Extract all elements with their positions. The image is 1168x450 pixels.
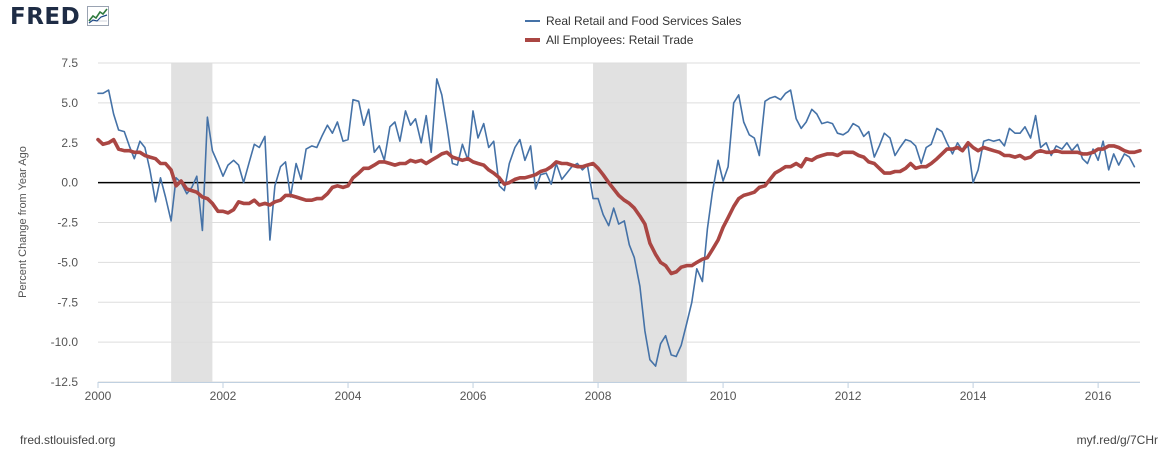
fred-logo-text: FRED [10,4,81,30]
short-url-link[interactable]: myf.red/g/7CHr [1076,433,1158,447]
line-chart-icon [86,6,109,26]
legend-item-employees[interactable]: All Employees: Retail Trade [525,30,741,49]
x-tick-label: 2012 [835,389,862,403]
y-tick-label: 7.5 [61,56,78,70]
legend-label-retail-sales: Real Retail and Food Services Sales [546,13,742,28]
y-axis-title: Percent Change from Year Ago [17,146,29,298]
x-tick-label: 2002 [210,389,237,403]
chart-legend: Real Retail and Food Services Sales All … [525,11,741,49]
x-tick-label: 2000 [85,389,112,403]
x-tick-label: 2014 [960,389,987,403]
axes: 7.5 5.0 2.5 0.0 -2.5 -5.0 -7.5 -10.0 -12.5 2000 20… [51,56,1140,403]
x-tick-label: 2016 [1085,389,1112,403]
legend-item-retail-sales[interactable]: Real Retail and Food Services Sales [525,11,741,30]
y-tick-label: -12.5 [51,375,79,389]
series-layer [96,78,1142,367]
y-tick-label: 0.0 [61,176,78,190]
legend-swatch-employees [525,37,540,42]
y-tick-label: 2.5 [61,136,78,150]
legend-label-employees: All Employees: Retail Trade [546,32,694,47]
fred-logo[interactable]: FRED [10,4,109,34]
x-tick-label: 2008 [585,389,612,403]
y-tick-label: -5.0 [57,255,78,269]
x-tick-label: 2004 [335,389,362,403]
x-tick-label: 2006 [460,389,487,403]
y-tick-label: 5.0 [61,96,78,110]
series-line-employees [96,137,1142,276]
y-tick-label: -7.5 [57,295,78,309]
x-tick-label: 2010 [710,389,737,403]
legend-swatch-retail-sales [525,19,540,22]
y-tick-label: -2.5 [57,216,78,230]
y-tick-label: -10.0 [51,335,79,349]
source-link[interactable]: fred.stlouisfed.org [20,433,116,447]
